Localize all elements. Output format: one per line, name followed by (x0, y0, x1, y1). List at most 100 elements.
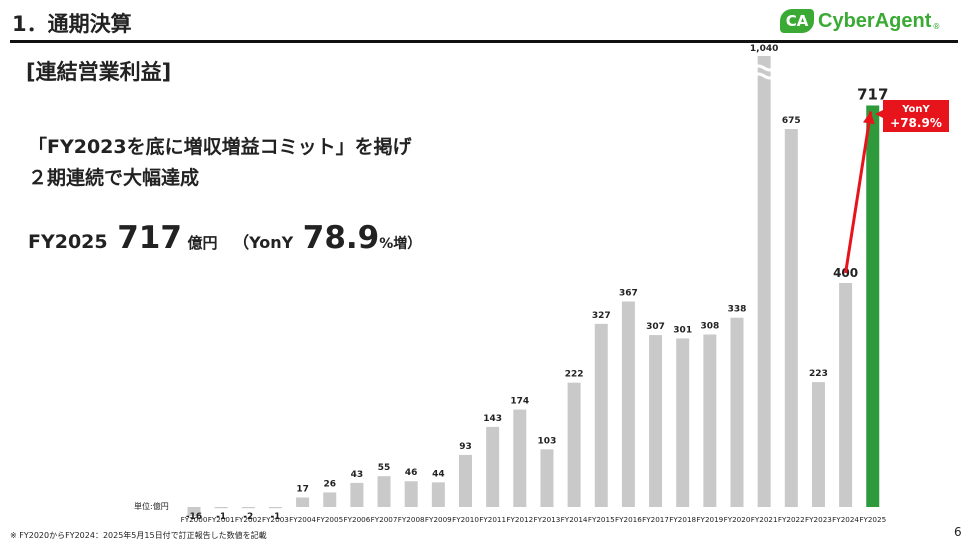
value-label-fy2003: -1 (270, 512, 280, 522)
bar-group (187, 56, 880, 516)
value-label-fy2025: 717 (857, 85, 888, 103)
result-yony-label: YonY (249, 233, 299, 252)
axis-break-mark (751, 64, 777, 72)
bar-fy2004 (296, 497, 310, 507)
category-label-fy2010: FY2010 (452, 515, 479, 524)
bar-fy2016 (621, 301, 635, 507)
cyberagent-logo: CA CyberAgent ® (780, 9, 940, 33)
category-label-fy2024: FY2024 (832, 515, 859, 524)
result-growth-rate: 78.9 (302, 220, 380, 256)
unit-label: 単位:億円 (134, 502, 169, 511)
callout-box (883, 100, 949, 132)
bar-fy2020 (730, 317, 744, 507)
headline-line-1: 「FY2023を底に増収増益コミット」を掲げ (28, 136, 412, 158)
value-label-fy2009: 44 (432, 469, 445, 479)
category-label-fy2011: FY2011 (479, 515, 506, 524)
bar-fy2014 (567, 382, 581, 507)
value-label-fy2012: 174 (510, 397, 529, 407)
result-paren-open: （ (233, 233, 250, 252)
bar-fy2005 (323, 492, 337, 507)
result-value: 717 (117, 220, 182, 256)
result-unit: 億円 (187, 234, 218, 252)
bar-fy2000 (187, 507, 201, 516)
callout-pointer (875, 110, 883, 118)
value-label-fy2023: 223 (809, 369, 828, 379)
bar-fy2010 (459, 454, 472, 507)
bar-fy2011 (486, 426, 500, 507)
value-label-fy2005: 26 (323, 479, 336, 489)
value-label-fy2000: -16 (186, 512, 202, 522)
yony-annotation: YonY+78.9% (844, 100, 949, 274)
value-label-fy2004: 17 (296, 484, 309, 494)
bar-fy2021 (757, 56, 771, 507)
bar-fy2024 (839, 283, 853, 507)
bar-fy2007 (377, 476, 391, 507)
page-number: 6 (954, 525, 962, 539)
bar-fy2019 (703, 334, 717, 507)
bar-fy2017 (649, 335, 663, 507)
category-label-group: FY2000 FY2001 FY2002 FY2003 FY2004 FY2005 FY20… (181, 515, 887, 524)
category-label-fy2009: FY2009 (425, 515, 452, 524)
value-label-fy2022: 675 (782, 116, 801, 126)
headline-line-2: ２期連続で大幅達成 (28, 167, 200, 189)
value-label-fy2010: 93 (459, 442, 472, 452)
axis-break-mark (751, 72, 777, 80)
category-label-fy2015: FY2015 (588, 515, 615, 524)
callout-line-1: YonY (901, 104, 930, 115)
category-label-fy2021: FY2021 (751, 515, 778, 524)
category-label-fy2016: FY2016 (615, 515, 642, 524)
category-label-fy2002: FY2002 (235, 515, 262, 524)
logo-text: CyberAgent (818, 9, 932, 32)
bar-fy2023 (811, 382, 825, 507)
growth-arrow-head (862, 111, 875, 125)
value-label-fy2011: 143 (483, 414, 502, 424)
section-title: 1．通期決算 (12, 12, 132, 36)
category-label-fy2013: FY2013 (534, 515, 561, 524)
bar-fy2022 (784, 129, 798, 507)
value-label-fy2007: 55 (378, 463, 391, 473)
value-label-fy2013: 103 (538, 436, 557, 446)
category-label-fy2025: FY2025 (859, 515, 886, 524)
category-label-fy2001: FY2001 (208, 515, 235, 524)
fy2025-result-summary: FY2025 717 億円 （YonY 78.9%増） (28, 220, 421, 256)
category-label-fy2004: FY2004 (289, 515, 316, 524)
category-label-fy2022: FY2022 (778, 515, 805, 524)
category-label-fy2014: FY2014 (561, 515, 588, 524)
category-label-fy2008: FY2008 (398, 515, 425, 524)
category-label-fy2003: FY2003 (262, 515, 289, 524)
category-label-fy2006: FY2006 (343, 515, 370, 524)
bar-fy2006 (350, 482, 364, 507)
category-label-fy2017: FY2017 (642, 515, 669, 524)
logo-registered-mark: ® (932, 21, 941, 31)
value-label-fy2020: 338 (728, 305, 747, 315)
value-label-group: -16 -1 -2 -1 17 26 43 55 46 44 93 143 174 103 222 327 36… (186, 44, 889, 522)
category-label-fy2000: FY2000 (181, 515, 208, 524)
value-label-fy2017: 307 (646, 322, 665, 332)
slide-subtitle: [連結営業利益] (26, 60, 172, 84)
value-label-fy2021: 1,040 (750, 44, 778, 54)
bar-fy2015 (594, 323, 608, 507)
header-divider (10, 40, 958, 43)
value-label-fy2002: -2 (243, 512, 253, 522)
callout-line-2: +78.9% (890, 116, 942, 130)
value-label-fy2016: 367 (619, 288, 638, 298)
result-fiscal-year: FY2025 (28, 231, 108, 253)
bar-fy2013 (540, 449, 554, 507)
bar-fy2001 (214, 507, 228, 509)
category-label-fy2007: FY2007 (371, 515, 398, 524)
bar-fy2018 (676, 338, 690, 507)
result-rate-suffix: %増） (379, 236, 422, 252)
category-label-fy2012: FY2012 (506, 515, 533, 524)
bar-fy2009 (431, 482, 445, 507)
value-label-fy2019: 308 (700, 322, 719, 332)
value-label-fy2008: 46 (405, 468, 418, 478)
category-label-fy2005: FY2005 (316, 515, 343, 524)
bar-fy2025 (866, 105, 880, 507)
category-label-fy2020: FY2020 (724, 515, 751, 524)
bar-fy2012 (513, 409, 527, 507)
growth-arrow-line (844, 111, 873, 274)
footnote: ※ FY2020からFY2024：2025年5月15日付で訂正報告した数値を記載 (10, 531, 267, 540)
category-label-fy2023: FY2023 (805, 515, 832, 524)
bar-fy2002 (241, 507, 255, 509)
